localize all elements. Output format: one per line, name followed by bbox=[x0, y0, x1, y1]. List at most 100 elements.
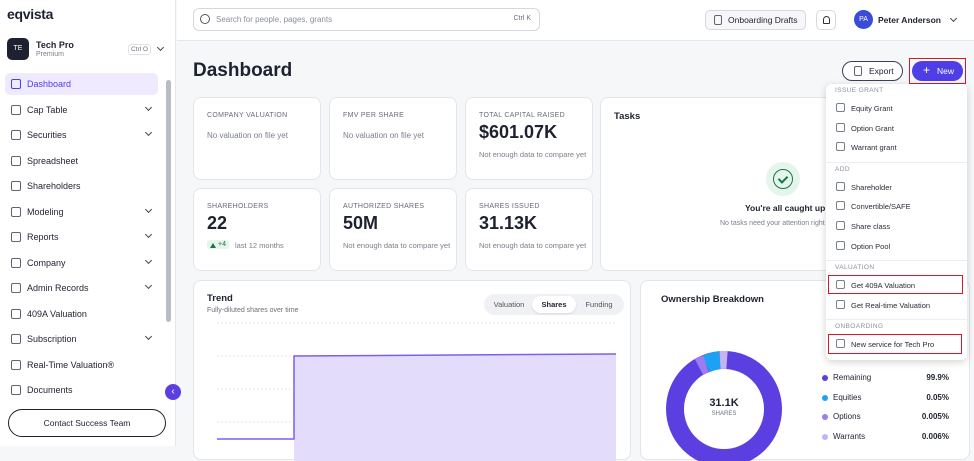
org-name[interactable]: Tech Pro bbox=[36, 40, 74, 50]
nav-item[interactable]: Company bbox=[5, 252, 158, 274]
stat-label: SHAREHOLDERS bbox=[207, 203, 269, 210]
menu-item[interactable]: Share class bbox=[851, 222, 890, 231]
stat-value: 31.13K bbox=[479, 213, 537, 234]
nav-icon bbox=[11, 283, 21, 293]
nav-icon bbox=[11, 232, 21, 242]
tasks-title: Tasks bbox=[614, 111, 640, 122]
nav-icon bbox=[11, 207, 21, 217]
stat-label: TOTAL CAPITAL RAISED bbox=[479, 112, 565, 119]
search-icon bbox=[200, 14, 210, 24]
nav-item[interactable]: Real-Time Valuation® bbox=[5, 354, 158, 376]
nav-item[interactable]: Modeling bbox=[5, 201, 158, 223]
stat-badge: +4 bbox=[207, 240, 229, 249]
menu-heading: ADD bbox=[835, 166, 850, 173]
user-name[interactable]: Peter Anderson bbox=[878, 15, 941, 25]
page-title: Dashboard bbox=[193, 60, 292, 82]
legend-dot bbox=[822, 414, 828, 420]
legend-value: 0.006% bbox=[922, 432, 949, 441]
area bbox=[294, 354, 616, 461]
stat-label: SHARES ISSUED bbox=[479, 203, 540, 210]
menu-icon bbox=[836, 201, 845, 210]
nav-label: Admin Records bbox=[27, 283, 89, 293]
onboarding-drafts-button[interactable]: Onboarding Drafts bbox=[705, 10, 806, 30]
trend-card: Trend Fully-diluted shares over time Val… bbox=[193, 280, 631, 460]
tasks-sub: No tasks need your attention right now bbox=[720, 220, 839, 227]
menu-icon bbox=[836, 123, 845, 132]
tasks-message: You're all caught up bbox=[745, 203, 825, 213]
stat-card: COMPANY VALUATION No valuation on file ye… bbox=[193, 97, 321, 180]
label: Export bbox=[869, 66, 894, 76]
menu-item[interactable]: Shareholder bbox=[851, 183, 892, 192]
nav-item[interactable]: Documents bbox=[5, 379, 158, 401]
chevron bbox=[145, 129, 152, 136]
chevron[interactable] bbox=[157, 44, 164, 51]
nav-label: Cap Table bbox=[27, 105, 67, 115]
menu-heading: VALUATION bbox=[835, 264, 874, 271]
nav-item[interactable]: 409A Valuation bbox=[5, 303, 158, 325]
search-box[interactable]: Search for people, pages, grants Ctrl K bbox=[193, 8, 540, 31]
menu-icon bbox=[836, 103, 845, 112]
chevron bbox=[145, 333, 152, 340]
legend-dot bbox=[822, 395, 828, 401]
menu-icon bbox=[836, 241, 845, 250]
stat-value: 22 bbox=[207, 213, 227, 234]
menu-item[interactable]: Equity Grant bbox=[851, 104, 893, 113]
stat-note: Not enough data to compare yet bbox=[343, 241, 453, 251]
legend-name: Warrants bbox=[833, 432, 865, 441]
trend-chart bbox=[194, 281, 632, 461]
nav-label: Spreadsheet bbox=[27, 156, 78, 166]
chevron bbox=[145, 231, 152, 238]
logo[interactable]: eqvista bbox=[7, 6, 53, 22]
nav-item[interactable]: Securities bbox=[5, 124, 158, 146]
donut-slice bbox=[699, 364, 706, 367]
nav-item[interactable]: Shareholders bbox=[5, 175, 158, 197]
nav-item[interactable]: Spreadsheet bbox=[5, 150, 158, 172]
nav-item[interactable]: Admin Records bbox=[5, 277, 158, 299]
menu-item[interactable]: Option Grant bbox=[851, 124, 894, 133]
bell bbox=[823, 16, 830, 24]
menu-item[interactable]: Get Real-time Valuation bbox=[851, 301, 930, 310]
nav-item[interactable]: Cap Table bbox=[5, 99, 158, 121]
nav-label: Company bbox=[27, 258, 66, 268]
menu-heading: ONBOARDING bbox=[835, 323, 883, 330]
stat-label: COMPANY VALUATION bbox=[207, 112, 287, 119]
export-button[interactable]: Export bbox=[842, 61, 903, 81]
collapse-button[interactable]: ‹ bbox=[165, 384, 181, 400]
contact-button[interactable]: Contact Success Team bbox=[8, 409, 166, 437]
org-plan: Premium bbox=[36, 51, 64, 58]
legend-value: 0.005% bbox=[922, 412, 949, 421]
menu-icon bbox=[836, 182, 845, 191]
chevron bbox=[145, 256, 152, 263]
legend-dot bbox=[822, 375, 828, 381]
scrollbar[interactable] bbox=[166, 80, 171, 322]
menu-icon bbox=[836, 300, 845, 309]
menu-item[interactable]: Option Pool bbox=[851, 242, 890, 251]
legend-name: Options bbox=[833, 412, 861, 421]
nav-item[interactable]: Dashboard bbox=[5, 73, 158, 95]
label: Onboarding Drafts bbox=[728, 15, 797, 25]
menu-item[interactable]: Convertible/SAFE bbox=[851, 202, 911, 211]
highlight bbox=[909, 58, 966, 84]
check-badge bbox=[766, 162, 800, 196]
nav-label: 409A Valuation bbox=[27, 309, 87, 319]
user-avatar[interactable]: PA bbox=[854, 10, 873, 29]
notifications[interactable] bbox=[816, 10, 836, 30]
menu-item[interactable]: Warrant grant bbox=[851, 143, 897, 152]
nav-icon bbox=[11, 385, 21, 395]
nav-item[interactable]: Reports bbox=[5, 226, 158, 248]
highlight bbox=[828, 334, 962, 354]
menu-icon bbox=[836, 221, 845, 230]
nav-label: Reports bbox=[27, 232, 59, 242]
stat-value: $601.07K bbox=[479, 122, 557, 143]
search-placeholder: Search for people, pages, grants bbox=[216, 15, 332, 24]
donut-slice bbox=[706, 360, 720, 364]
nav-item[interactable]: Subscription bbox=[5, 328, 158, 350]
legend-name: Equities bbox=[833, 393, 861, 402]
nav-icon bbox=[11, 79, 21, 89]
stat-text: No valuation on file yet bbox=[207, 131, 317, 141]
